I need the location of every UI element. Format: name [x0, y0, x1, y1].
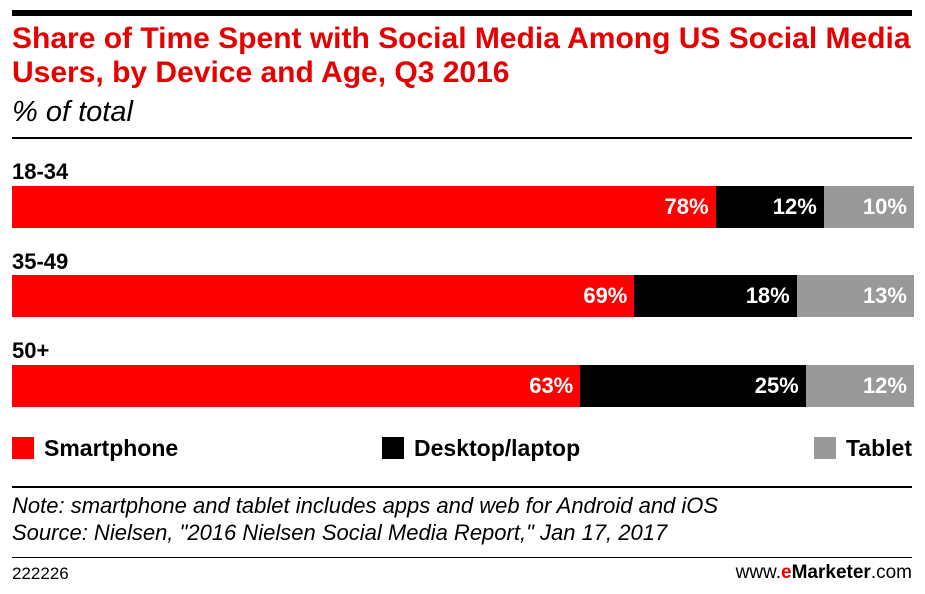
bar-smartphone-50: 63%: [12, 365, 581, 407]
bar-smartphone-18-34: 78%: [12, 186, 716, 228]
brand-e: e: [781, 562, 792, 583]
legend-label-tablet: Tablet: [845, 435, 912, 461]
data-label-smartphone-18-34: 78%: [664, 194, 709, 219]
bottom-rule: [12, 557, 912, 558]
source-text: Source: Nielsen, "2016 Nielsen Social Me…: [12, 520, 668, 545]
legend: Smartphone Desktop/laptop Tablet: [12, 435, 912, 461]
legend-swatch-desktop-laptop: [382, 437, 404, 459]
data-label-tablet-50: 12%: [862, 373, 907, 398]
legend-item-tablet: Tablet: [813, 435, 912, 461]
chart-id: 222226: [12, 564, 69, 583]
data-label-smartphone-35-49: 69%: [583, 283, 628, 308]
emarketer-logo[interactable]: www.eMarketer.com: [736, 562, 912, 584]
bar-row-18-34: 78% 12% 10%: [12, 186, 914, 228]
note-text: Note: smartphone and tablet includes app…: [12, 493, 719, 518]
bar-row-35-49: 69% 18% 13%: [12, 275, 914, 317]
top-rule: [12, 10, 912, 16]
data-label-desktop-laptop-18-34: 12%: [772, 194, 817, 219]
chart-subtitle: % of total: [12, 96, 133, 128]
legend-label-desktop-laptop: Desktop/laptop: [414, 435, 581, 461]
bar-row-50: 63% 25% 12%: [12, 365, 914, 407]
brand-suffix: .com: [870, 562, 912, 583]
brand-prefix: www.: [735, 562, 782, 583]
legend-item-desktop-laptop: Desktop/laptop: [382, 435, 580, 461]
legend-swatch-smartphone: [12, 437, 34, 459]
bar-desktop-laptop-18-34: 12%: [715, 186, 824, 228]
footnotes: Note: smartphone and tablet includes app…: [12, 492, 912, 546]
data-label-tablet-18-34: 10%: [862, 194, 907, 219]
bar-desktop-laptop-50: 25%: [580, 365, 806, 407]
bar-smartphone-35-49: 69%: [12, 275, 635, 317]
bar-tablet-35-49: 13%: [796, 275, 914, 317]
legend-item-smartphone: Smartphone: [12, 435, 178, 461]
category-label-35-49: 35-49: [12, 249, 69, 274]
bar-tablet-18-34: 10%: [823, 186, 914, 228]
chart-title: Share of Time Spent with Social Media Am…: [12, 22, 911, 89]
data-label-tablet-35-49: 13%: [862, 283, 907, 308]
data-label-desktop-laptop-35-49: 18%: [745, 283, 790, 308]
data-label-desktop-laptop-50: 25%: [754, 373, 799, 398]
category-label-18-34: 18-34: [12, 159, 69, 184]
category-label-50: 50+: [12, 338, 50, 363]
data-label-smartphone-50: 63%: [529, 373, 574, 398]
legend-label-smartphone: Smartphone: [44, 435, 179, 461]
brand-name: Marketer: [791, 562, 871, 583]
bar-desktop-laptop-35-49: 18%: [634, 275, 797, 317]
header-divider: [12, 137, 912, 139]
legend-swatch-tablet: [813, 437, 836, 459]
bar-tablet-50: 12%: [805, 365, 914, 407]
footer-divider: [12, 486, 912, 488]
